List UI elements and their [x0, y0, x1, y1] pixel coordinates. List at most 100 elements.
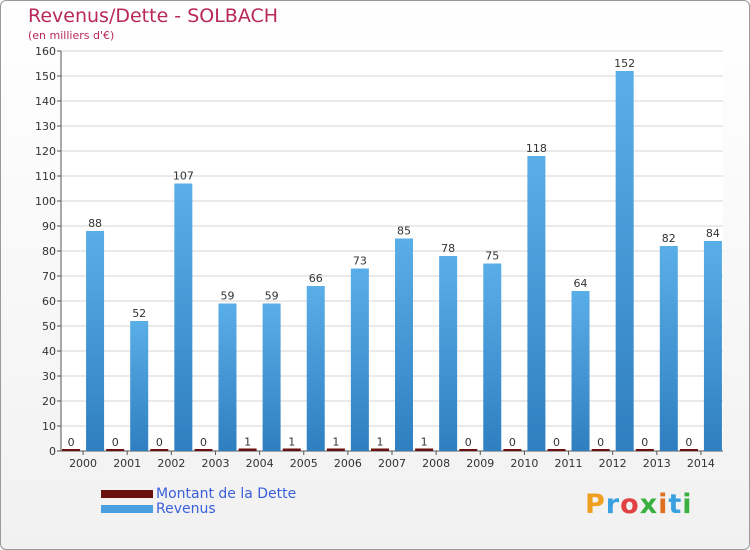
x-tick-label: 2005: [290, 457, 318, 470]
data-label-dette: 0: [200, 436, 207, 449]
data-label-dette: 0: [156, 436, 163, 449]
x-tick-label: 2003: [201, 457, 229, 470]
data-label-revenus: 52: [132, 307, 146, 320]
bar-dette: [591, 449, 610, 451]
data-label-dette: 0: [509, 436, 516, 449]
chart-title: Revenus/Dette - SOLBACH: [28, 5, 279, 27]
logo-letter: P: [585, 489, 606, 520]
y-tick-label: 110: [35, 170, 56, 183]
data-label-revenus: 82: [662, 232, 676, 245]
data-label-revenus: 66: [309, 272, 323, 285]
proxiti-logo: Proxiti: [585, 489, 693, 520]
y-tick-label: 100: [35, 195, 56, 208]
bar-dette: [459, 449, 478, 451]
y-tick-label: 0: [49, 445, 56, 458]
data-label-dette: 0: [641, 436, 648, 449]
bar-revenus: [615, 71, 634, 451]
legend-label-revenus: Revenus: [156, 501, 216, 517]
bar-revenus: [218, 303, 237, 451]
bar-revenus: [350, 268, 369, 451]
data-label-revenus: 88: [88, 217, 102, 230]
data-label-dette: 0: [112, 436, 119, 449]
y-tick-label: 90: [42, 220, 56, 233]
data-label-dette: 1: [421, 436, 428, 449]
bar-revenus: [571, 291, 590, 451]
bar-revenus: [174, 183, 193, 451]
bar-dette: [106, 449, 125, 451]
y-tick-label: 70: [42, 270, 56, 283]
legend-label-dette: Montant de la Dette: [156, 486, 297, 502]
x-tick-label: 2012: [599, 457, 627, 470]
y-tick-label: 140: [35, 95, 56, 108]
logo-letter: i: [682, 489, 693, 520]
bar-dette: [282, 448, 301, 451]
data-label-dette: 1: [244, 436, 251, 449]
y-tick-label: 130: [35, 120, 56, 133]
legend-swatch-revenus: [101, 505, 153, 513]
data-label-dette: 1: [288, 436, 295, 449]
x-tick-label: 2000: [69, 457, 97, 470]
x-tick-label: 2014: [687, 457, 715, 470]
logo-letter: x: [639, 489, 659, 520]
data-label-dette: 0: [597, 436, 604, 449]
y-tick-label: 40: [42, 345, 56, 358]
y-tick-label: 160: [35, 45, 56, 58]
bar-dette: [503, 449, 522, 451]
bar-dette: [194, 449, 213, 451]
bar-revenus: [130, 321, 149, 451]
x-tick-label: 2010: [510, 457, 538, 470]
bar-revenus: [659, 246, 678, 451]
data-label-revenus: 85: [397, 225, 411, 238]
data-label-revenus: 64: [574, 277, 588, 290]
y-tick-label: 60: [42, 295, 56, 308]
bar-revenus: [439, 256, 458, 451]
y-tick-label: 20: [42, 395, 56, 408]
bar-dette: [371, 448, 389, 451]
data-label-dette: 1: [332, 436, 339, 449]
bar-dette: [415, 448, 434, 451]
bar-dette: [238, 448, 257, 451]
y-tick-label: 80: [42, 245, 56, 258]
bar-revenus: [86, 231, 105, 451]
bar-dette: [547, 449, 566, 451]
data-label-revenus: 59: [265, 290, 279, 303]
bar-revenus: [395, 238, 413, 451]
x-tick-label: 2011: [555, 457, 583, 470]
bar-dette: [679, 449, 698, 451]
bar-dette: [326, 448, 345, 451]
x-tick-label: 2002: [157, 457, 185, 470]
bar-dette: [150, 449, 169, 451]
bar-dette: [635, 449, 654, 451]
data-label-dette: 0: [685, 436, 692, 449]
x-tick-label: 2004: [246, 457, 274, 470]
data-label-dette: 0: [465, 436, 472, 449]
x-tick-label: 2009: [466, 457, 494, 470]
logo-letter: o: [620, 489, 640, 520]
legend-swatch-dette: [101, 490, 153, 498]
logo-letter: r: [605, 489, 621, 520]
data-label-revenus: 75: [485, 250, 499, 263]
data-label-dette: 0: [68, 436, 75, 449]
data-label-revenus: 118: [526, 142, 547, 155]
y-tick-label: 150: [35, 70, 56, 83]
data-label-revenus: 84: [706, 227, 720, 240]
data-label-revenus: 78: [441, 242, 455, 255]
bar-revenus: [527, 156, 546, 451]
x-tick-label: 2006: [334, 457, 362, 470]
x-tick-label: 2013: [643, 457, 671, 470]
chart-subtitle: (en milliers d'€): [28, 29, 115, 42]
data-label-revenus: 73: [353, 255, 367, 268]
y-tick-label: 30: [42, 370, 56, 383]
data-label-dette: 1: [377, 436, 384, 449]
x-tick-label: 2008: [422, 457, 450, 470]
bar-revenus: [483, 263, 502, 451]
bar-revenus: [703, 241, 722, 451]
y-tick-label: 50: [42, 320, 56, 333]
bar-revenus: [306, 286, 325, 451]
data-label-revenus: 152: [614, 57, 635, 70]
bar-revenus: [262, 303, 281, 451]
data-label-revenus: 59: [220, 290, 234, 303]
data-label-dette: 0: [553, 436, 560, 449]
y-tick-label: 10: [42, 420, 56, 433]
